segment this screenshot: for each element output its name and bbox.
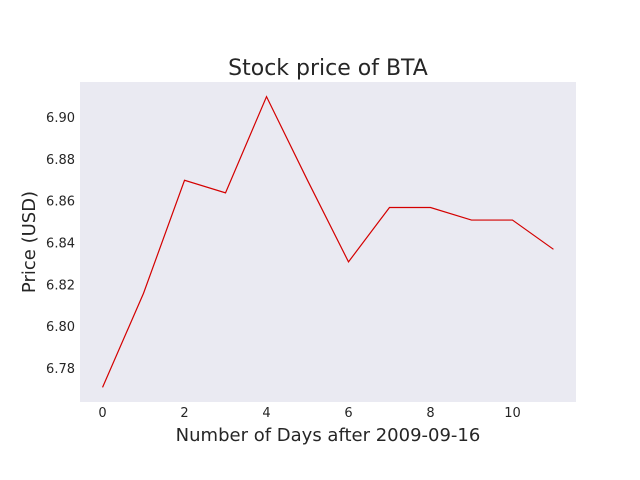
chart-title: Stock price of BTA	[228, 56, 428, 81]
y-tick-label: 6.90	[46, 111, 75, 126]
y-axis-label: Price (USD)	[19, 191, 40, 293]
plot-area	[80, 82, 576, 402]
y-tick-label: 6.82	[46, 278, 75, 293]
x-tick-label: 8	[426, 406, 434, 421]
y-tick-label: 6.84	[46, 237, 75, 252]
y-axis-ticks: 6.78 6.80 6.82 6.84 6.86 6.88 6.90	[46, 111, 75, 377]
y-tick-label: 6.80	[46, 320, 75, 335]
price-series-line	[101, 95, 554, 388]
x-tick-label: 0	[98, 406, 106, 421]
x-axis-label: Number of Days after 2009-09-16	[176, 425, 481, 446]
x-axis-ticks: 0 2 4 6 8 10	[98, 406, 520, 421]
x-tick-label: 6	[344, 406, 352, 421]
y-tick-label: 6.78	[46, 362, 75, 377]
y-tick-label: 6.88	[46, 153, 75, 168]
x-tick-label: 10	[504, 406, 521, 421]
y-tick-label: 6.86	[46, 195, 75, 210]
x-tick-label: 4	[262, 406, 270, 421]
x-tick-label: 2	[180, 406, 188, 421]
